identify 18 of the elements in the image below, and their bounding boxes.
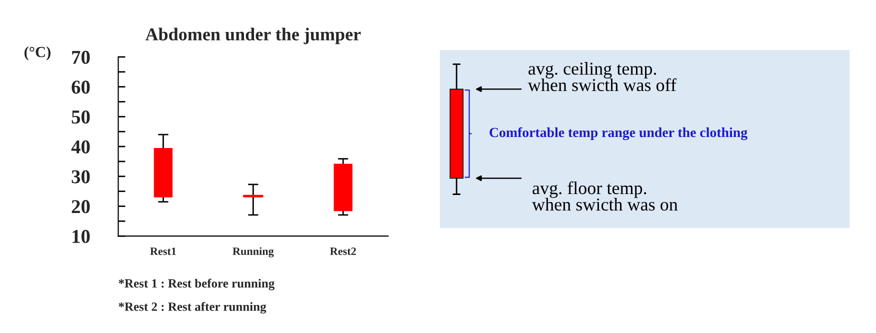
- text: avg. floor temp. when swicth was on: [532, 181, 678, 211]
- x-tick-label: Rest1: [150, 248, 176, 256]
- y-tick-label: 70: [72, 50, 90, 64]
- y-tick-label: 40: [71, 140, 90, 154]
- text: *Rest 2 : Rest after running: [118, 302, 266, 314]
- y-tick-label: 30: [72, 170, 90, 184]
- y-axis-title: (°C): [24, 46, 50, 60]
- x-tick-label: Running: [232, 247, 274, 258]
- text: avg. ceiling temp. when swicth was off: [528, 62, 676, 92]
- y-tick-label: 50: [72, 110, 90, 124]
- y-tick-label: 20: [72, 200, 90, 214]
- y-tick-label: 60: [72, 80, 90, 94]
- y-tick-label: 10: [72, 230, 90, 244]
- text: *Rest 1 : Rest before running: [118, 278, 274, 290]
- candlestick: [242, 184, 264, 216]
- chart-title: Abdomen under the jumper: [145, 28, 361, 44]
- x-tick-label: Rest2: [330, 248, 356, 256]
- text: Comfortable temp range under the clothing: [490, 127, 748, 140]
